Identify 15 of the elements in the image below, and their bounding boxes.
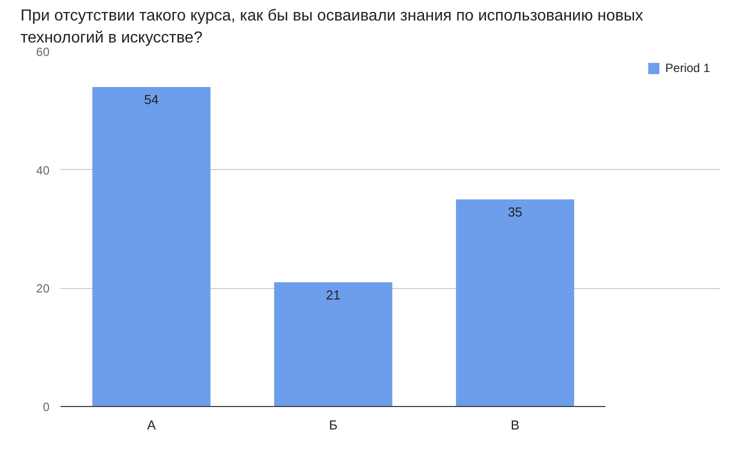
data-label: 35 xyxy=(508,204,522,220)
bar xyxy=(456,199,574,406)
bar xyxy=(92,87,210,406)
x-tick-label: Б xyxy=(328,418,338,432)
data-label: 21 xyxy=(326,287,340,302)
legend-label: Period 1 xyxy=(665,61,710,75)
y-tick-label: 0 xyxy=(42,400,50,414)
y-tick-label: 40 xyxy=(36,163,50,178)
bar xyxy=(274,282,392,406)
x-tick-label: В xyxy=(510,418,520,432)
chart-title: При отсутствии такого курса, как бы вы осваивали знания по использованию новых технологий в искусстве? xyxy=(20,7,644,46)
y-tick-label: 20 xyxy=(36,282,50,296)
y-tick-label: 60 xyxy=(36,45,50,59)
x-tick-label: А xyxy=(147,418,156,432)
data-label: 54 xyxy=(144,92,159,107)
